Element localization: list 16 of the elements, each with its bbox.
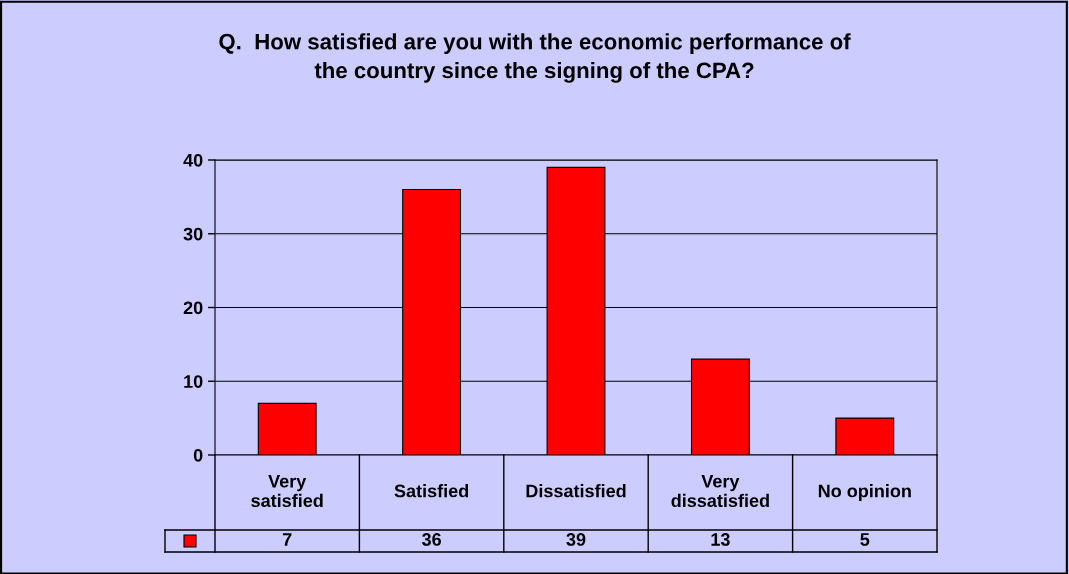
data-label: 39 bbox=[566, 533, 586, 546]
data-label: 36 bbox=[421, 533, 441, 546]
chart-title: Q. How satisfied are you with the economic performance of the country since the signing of the CPA? bbox=[219, 33, 851, 83]
x-tick-label: Very satisfied bbox=[251, 475, 323, 508]
y-tick-label: 30 bbox=[183, 227, 203, 241]
x-tick-label: Dissatisfied bbox=[526, 484, 626, 498]
y-tick-label: 40 bbox=[183, 153, 203, 167]
y-tick-label: 10 bbox=[184, 375, 203, 388]
y-tick-label: 20 bbox=[183, 301, 203, 315]
y-tick-label: 0 bbox=[193, 448, 203, 462]
data-label: 13 bbox=[711, 533, 730, 546]
x-tick-label: Very dissatisfied bbox=[671, 475, 769, 508]
data-label: 7 bbox=[282, 533, 292, 546]
x-tick-label: No opinion bbox=[818, 484, 911, 501]
data-label: 5 bbox=[860, 533, 870, 546]
x-tick-label: Satisfied bbox=[394, 484, 469, 498]
